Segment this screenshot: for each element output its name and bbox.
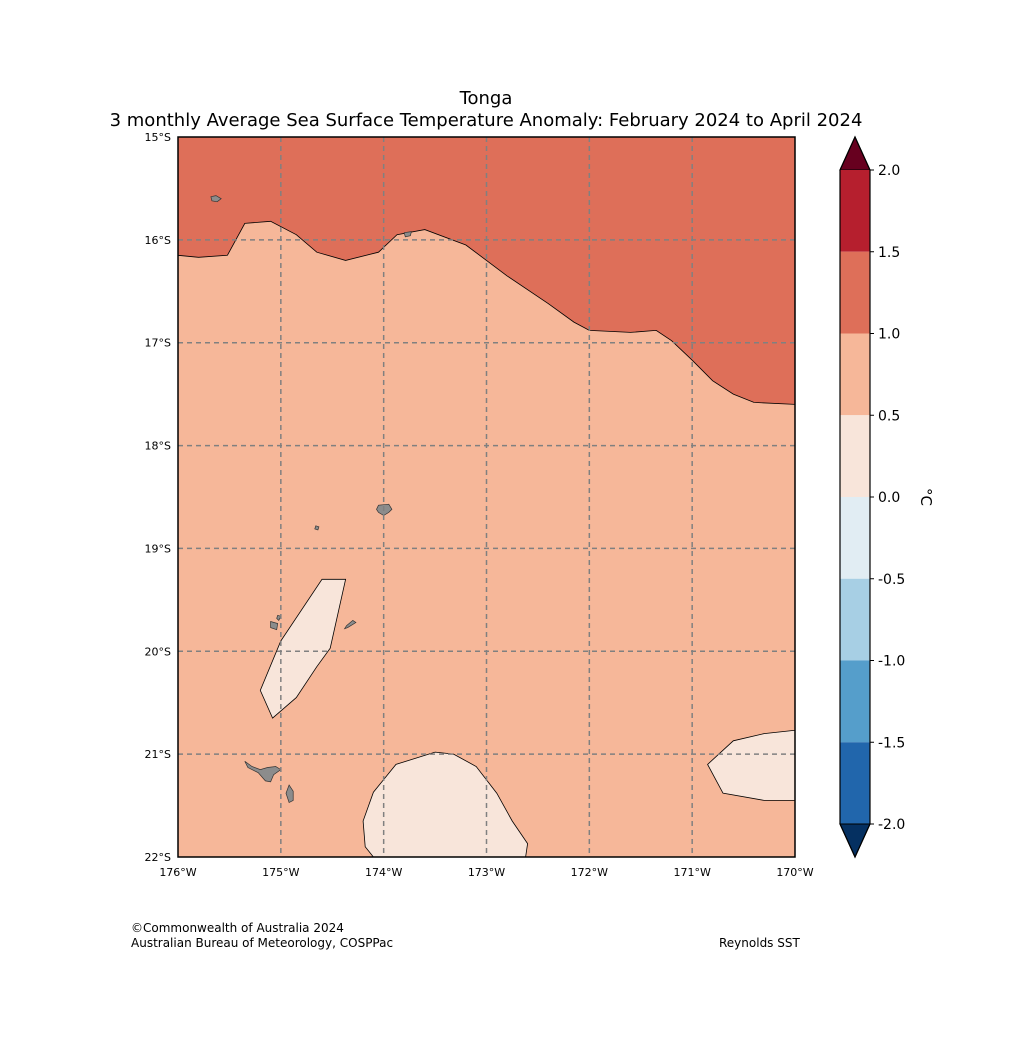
island-niuatoputapu xyxy=(403,231,412,238)
agency-credit: Australian Bureau of Meteorology, COSPPa… xyxy=(131,936,394,950)
latitude-tick-label: 15°S xyxy=(145,131,171,144)
colorbar-tick-label: -0.5 xyxy=(878,572,905,588)
island-kao xyxy=(276,614,282,621)
colorbar-bin xyxy=(840,170,870,252)
island-tongatapu xyxy=(244,761,282,783)
colorbar-bin xyxy=(840,578,870,661)
map-subtitle: 3 monthly Average Sea Surface Temperatur… xyxy=(109,110,863,131)
longitude-tick-label: 172°W xyxy=(571,866,608,879)
colorbar-tick-label: 2.0 xyxy=(878,163,900,179)
colorbar-bin xyxy=(840,333,870,416)
colorbar: 2.0 1.5 1.0 0.5 0.0 -0.5 -1.0 -1.5 -2.0 °C xyxy=(839,135,935,859)
colorbar-under-arrow xyxy=(839,823,871,859)
island-late xyxy=(314,525,320,531)
island-tofua xyxy=(270,621,279,631)
colorbar-tick-label: 1.0 xyxy=(878,327,900,343)
latitude-tick-label: 19°S xyxy=(145,542,171,555)
colorbar-tick-label: 1.5 xyxy=(878,245,900,261)
latitude-tick-label: 20°S xyxy=(145,645,171,658)
copyright-notice: ©Commonwealth of Australia 2024 xyxy=(131,921,344,935)
island-eua xyxy=(285,784,294,803)
colorbar-bin xyxy=(840,415,870,497)
contour-region-anomaly-1.0-to-1.5 xyxy=(178,137,795,405)
data-source: Reynolds SST xyxy=(719,936,800,950)
axis-labels: 15°S 16°S 17°S 18°S 19°S 20°S 21°S 22°S 176°W 175… xyxy=(145,131,814,879)
colorbar-bin xyxy=(840,742,870,824)
contour-region-anomaly-0.0-to-0.5 xyxy=(707,730,795,801)
contour-region-anomaly-0.0-to-0.5 xyxy=(259,578,347,719)
longitude-tick-label: 173°W xyxy=(468,866,505,879)
longitude-tick-label: 175°W xyxy=(262,866,299,879)
latitude-tick-label: 22°S xyxy=(145,851,171,864)
longitude-tick-label: 174°W xyxy=(365,866,402,879)
island-haapai xyxy=(343,619,357,630)
longitude-tick-label: 176°W xyxy=(159,866,196,879)
latitude-tick-label: 17°S xyxy=(145,337,171,350)
colorbar-tick-label: -1.5 xyxy=(878,735,905,751)
colorbar-over-arrow xyxy=(839,135,871,171)
island-niuafoou xyxy=(210,195,222,203)
latitude-tick-label: 18°S xyxy=(145,440,171,453)
graticule xyxy=(178,137,795,857)
colorbar-tick-label: 0.5 xyxy=(878,408,900,424)
longitude-tick-label: 170°W xyxy=(776,866,813,879)
colorbar-bin xyxy=(840,660,870,743)
latitude-tick-label: 21°S xyxy=(145,748,171,761)
colorbar-bin xyxy=(840,497,870,579)
colorbar-bin xyxy=(840,251,870,334)
latitude-tick-label: 16°S xyxy=(145,234,171,247)
longitude-tick-label: 171°W xyxy=(673,866,710,879)
colorbar-tick-label: -2.0 xyxy=(878,817,905,833)
colorbar-tick-label: 0.0 xyxy=(878,490,900,506)
map-frame xyxy=(177,136,796,858)
colorbar-unit-label: °C xyxy=(917,488,935,506)
colorbar-tick-label: -1.0 xyxy=(878,654,905,670)
map-title: Tonga xyxy=(459,88,513,109)
